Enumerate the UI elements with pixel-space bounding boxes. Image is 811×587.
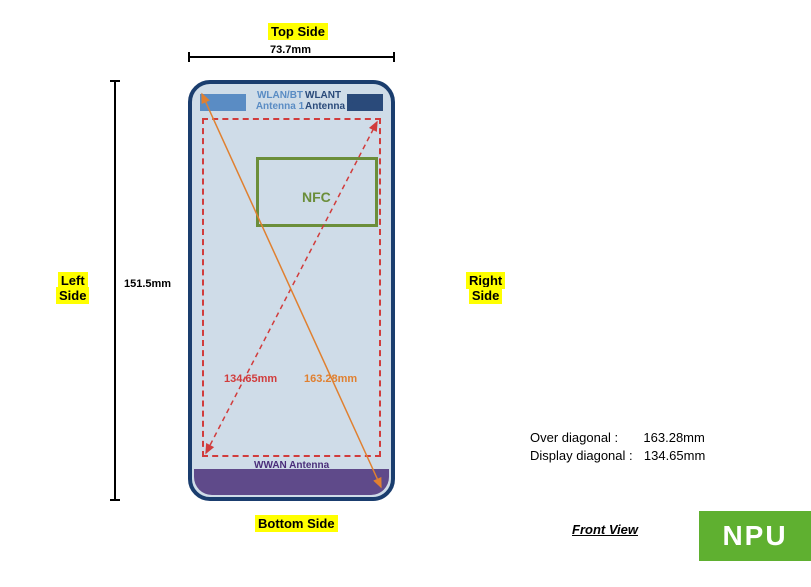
wwan-label: WWAN Antenna [254, 460, 329, 471]
top-side-text: Top Side [268, 23, 328, 40]
bottom-side-text: Bottom Side [255, 515, 338, 532]
dim-left-line [114, 80, 116, 501]
wlant-l2: Antenna 2 [305, 101, 353, 112]
width-dim-text: 73.7mm [270, 44, 311, 56]
disp-diag-val: 134.65mm [644, 448, 705, 463]
left-side-label: Left Side [56, 273, 89, 303]
wlan-bt-l1: WLAN/BT [257, 90, 303, 101]
npu-logo: NPU [699, 511, 811, 561]
right-l2: Side [469, 287, 502, 304]
diag-red-label: 134.65mm [224, 373, 277, 385]
dim-top-line [188, 56, 395, 58]
wlan-bt-antenna-box [200, 94, 246, 111]
over-diag-label: Over diagonal : [530, 430, 618, 445]
dim-left-cap-bot [110, 499, 120, 501]
height-dim-text: 151.5mm [124, 278, 171, 290]
npu-text: NPU [722, 520, 787, 552]
display-dashed-outline [202, 118, 381, 457]
bottom-side-label: Bottom Side [255, 516, 338, 531]
over-diagonal-row: Over diagonal : 163.28mm [530, 430, 705, 445]
phone-outline: WLAN/BT Antenna 1 WLANT Antenna 2 NFC WW… [188, 80, 395, 501]
wlan-bt-antenna-label: WLAN/BT Antenna 1 [250, 90, 310, 112]
wlant-antenna-label: WLANT Antenna 2 [305, 90, 361, 112]
left-l2: Side [56, 287, 89, 304]
dim-top-cap-right [393, 52, 395, 62]
front-view-label: Front View [572, 522, 638, 537]
right-side-label: Right Side [466, 273, 505, 303]
over-diag-val: 163.28mm [643, 430, 704, 445]
display-diagonal-row: Display diagonal : 134.65mm [530, 448, 705, 463]
wlant-l1: WLANT [305, 90, 341, 101]
bottom-band [194, 469, 389, 495]
diag-orange-label: 163.28mm [304, 373, 357, 385]
wlan-bt-l2: Antenna 1 [256, 101, 304, 112]
disp-diag-label: Display diagonal : [530, 448, 633, 463]
top-side-label: Top Side [268, 24, 328, 39]
